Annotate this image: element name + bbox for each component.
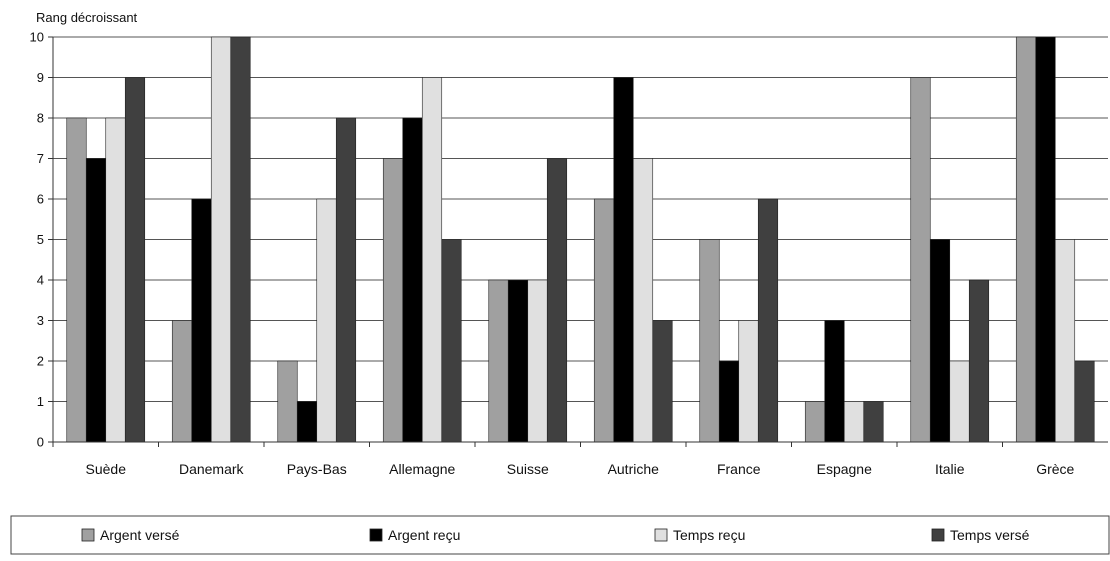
bar-temps-vers- [757,198,779,443]
x-tick-label: Pays-Bas [287,461,347,477]
y-tick-label: 3 [37,313,44,328]
bar-argent-re-u [824,320,845,443]
bar-argent-re-u [1035,36,1056,443]
y-tick-label: 6 [37,192,44,207]
y-tick-label: 8 [37,111,44,126]
x-tick-label: Allemagne [389,461,455,477]
bar-argent-re-u [402,117,423,443]
bar-temps-re-u [1054,239,1076,443]
bar-argent-vers- [277,360,298,443]
bar-temps-vers- [546,158,568,443]
y-tick-labels: 0 1 2 3 4 5 6 7 8 9 10 [30,30,44,450]
legend-frame [10,515,1110,555]
bar-argent-re-u [613,77,634,443]
bar-temps-re-u [843,401,865,443]
bar-argent-re-u [85,158,107,443]
legend-swatch [369,528,383,542]
y-tick-label: 4 [37,273,44,288]
bar-argent-vers- [804,401,826,443]
legend-label: Argent versé [100,527,180,543]
x-tick-label: Grèce [1036,461,1074,477]
bar-temps-vers- [124,77,146,443]
x-tick-label: France [717,461,761,477]
bar-temps-re-u [210,36,232,443]
bar-argent-vers- [66,117,87,443]
bar-argent-vers- [699,239,720,443]
x-tick-label: Espagne [817,461,872,477]
bar-temps-vers- [968,279,990,443]
y-tick-label: 7 [37,151,44,166]
y-tick-label: 9 [37,70,44,85]
y-tick-label: 10 [30,30,44,45]
axes-layer [48,36,1108,447]
bar-argent-re-u [191,198,212,443]
bar-temps-vers- [335,117,357,443]
legend-label: Temps reçu [673,527,745,543]
legend-label: Temps versé [950,527,1030,543]
legend-swatch [81,528,95,542]
bar-temps-vers- [230,36,251,443]
bar-argent-re-u [507,279,529,443]
legend-swatch [654,528,668,542]
bar-argent-vers- [382,158,404,443]
bar-argent-vers- [488,279,509,443]
bar-temps-re-u [949,360,970,443]
bar-temps-re-u [527,279,548,443]
y-tick-label: 5 [37,232,44,247]
x-tick-label: Suède [86,461,127,477]
y-tick-label: 0 [37,435,44,450]
bar-temps-re-u [632,158,654,443]
bars-layer [66,36,1095,443]
legend-swatch [931,528,945,542]
x-tick-labels: Suède Danemark Pays-Bas Allemagne Suisse Autr… [86,461,1075,477]
bar-temps-re-u [316,198,337,443]
bar-argent-re-u [929,239,951,443]
legend-label: Argent reçu [388,527,460,543]
bar-temps-vers- [863,401,884,443]
y-axis-title: Rang décroissant [36,10,138,25]
bar-temps-vers- [652,320,673,443]
bar-temps-re-u [105,117,126,443]
bar-argent-vers- [593,198,615,443]
bar-argent-re-u [718,360,740,443]
bar-argent-vers- [171,320,193,443]
x-tick-label: Autriche [608,461,660,477]
y-tick-label: 2 [37,354,44,369]
legend: Argent versé Argent reçu Temps reçu Temps v… [10,515,1110,555]
bar-argent-re-u [296,401,318,443]
x-tick-label: Italie [935,461,965,477]
bar-argent-vers- [1015,36,1037,443]
bar-temps-re-u [738,320,759,443]
bar-temps-re-u [421,77,443,443]
y-tick-label: 1 [37,394,44,409]
bar-argent-vers- [910,77,931,443]
x-tick-label: Suisse [507,461,549,477]
bar-temps-vers- [441,239,462,443]
bar-temps-vers- [1074,360,1095,443]
x-tick-label: Danemark [179,461,245,477]
